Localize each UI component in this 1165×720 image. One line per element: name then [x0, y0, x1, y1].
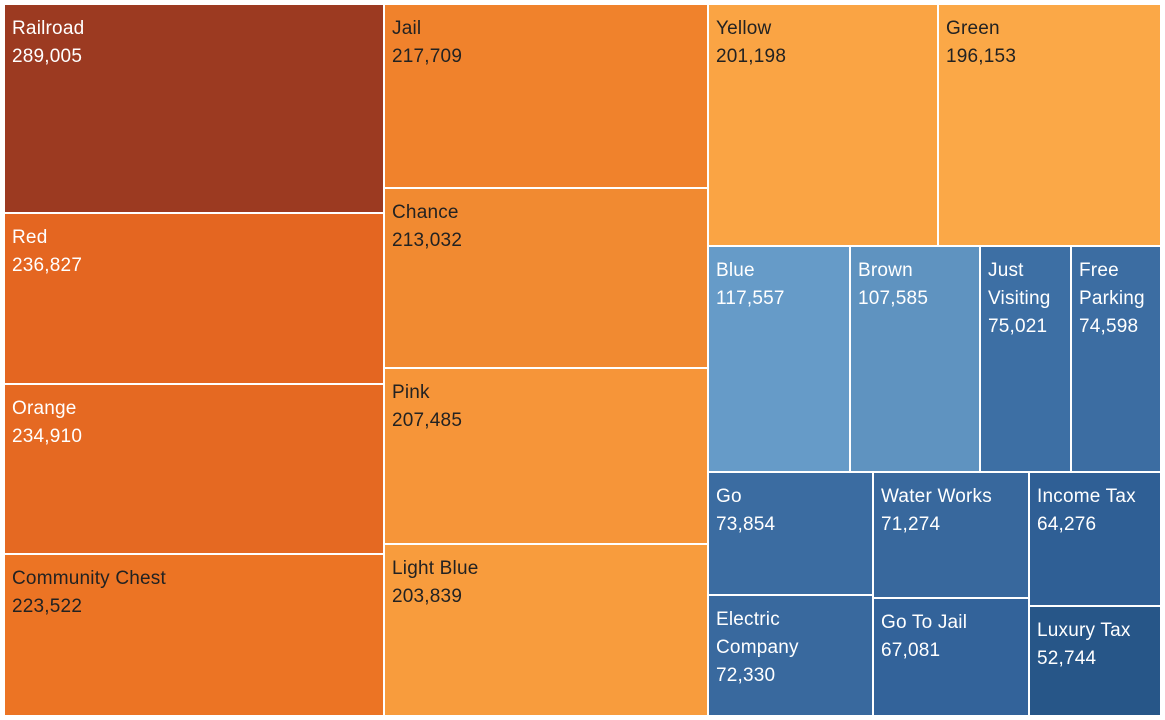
cell-value: 72,330 [716, 665, 776, 686]
cell-label: Pink [392, 382, 430, 403]
cell-label: Income Tax [1037, 486, 1136, 507]
treemap-cell-brown[interactable]: Brown 107,585 [850, 246, 980, 472]
cell-value: 201,198 [716, 46, 787, 67]
cell-value: 71,274 [881, 514, 941, 535]
treemap-cell-jail[interactable]: Jail 217,709 [384, 4, 708, 188]
cell-value: 74,598 [1079, 316, 1139, 337]
cell-value: 203,839 [392, 586, 463, 607]
cell-label: Blue [716, 260, 755, 281]
cell-label: Light Blue [392, 558, 479, 579]
cell-value: 207,485 [392, 410, 463, 431]
treemap-cell-railroad[interactable]: Railroad 289,005 [4, 4, 384, 213]
cell-value: 196,153 [946, 46, 1017, 67]
cell-value: 107,585 [858, 288, 929, 309]
cell-label: Go To Jail [881, 612, 968, 633]
cell-value: 52,744 [1037, 648, 1097, 669]
cell-label: Just Visiting [988, 260, 1051, 309]
treemap-cell-income-tax[interactable]: Income Tax 64,276 [1029, 472, 1161, 606]
cell-label: Brown [858, 260, 913, 281]
cell-label: Jail [392, 18, 422, 39]
cell-label: Water Works [881, 486, 992, 507]
cell-label: Community Chest [12, 568, 166, 589]
treemap-cell-light-blue[interactable]: Light Blue 203,839 [384, 544, 708, 716]
cell-label: Chance [392, 202, 459, 223]
cell-label: Free Parking [1079, 260, 1145, 309]
treemap-cell-go-to-jail[interactable]: Go To Jail 67,081 [873, 598, 1029, 716]
treemap-cell-pink[interactable]: Pink 207,485 [384, 368, 708, 544]
cell-value: 117,557 [716, 288, 785, 309]
cell-value: 213,032 [392, 230, 463, 251]
cell-value: 223,522 [12, 596, 83, 617]
cell-label: Go [716, 486, 742, 507]
cell-value: 64,276 [1037, 514, 1097, 535]
treemap-cell-orange[interactable]: Orange 234,910 [4, 384, 384, 554]
cell-label: Luxury Tax [1037, 620, 1131, 641]
treemap-cell-electric-company[interactable]: Electric Company 72,330 [708, 595, 873, 716]
cell-value: 234,910 [12, 426, 83, 447]
cell-value: 217,709 [392, 46, 463, 67]
treemap-cell-go[interactable]: Go 73,854 [708, 472, 873, 595]
treemap-cell-yellow[interactable]: Yellow 201,198 [708, 4, 938, 246]
cell-value: 73,854 [716, 514, 776, 535]
cell-value: 75,021 [988, 316, 1048, 337]
treemap-cell-red[interactable]: Red 236,827 [4, 213, 384, 384]
treemap-cell-blue[interactable]: Blue 117,557 [708, 246, 850, 472]
cell-label: Yellow [716, 18, 772, 39]
treemap-cell-green[interactable]: Green 196,153 [938, 4, 1161, 246]
treemap-cell-just-visiting[interactable]: Just Visiting 75,021 [980, 246, 1071, 472]
cell-label: Electric Company [716, 609, 799, 658]
cell-label: Railroad [12, 18, 85, 39]
cell-label: Green [946, 18, 1000, 39]
cell-label: Orange [12, 398, 77, 419]
cell-value: 67,081 [881, 640, 941, 661]
cell-value: 289,005 [12, 46, 83, 67]
treemap-cell-community-chest[interactable]: Community Chest 223,522 [4, 554, 384, 716]
treemap-cell-chance[interactable]: Chance 213,032 [384, 188, 708, 368]
treemap-cell-water-works[interactable]: Water Works 71,274 [873, 472, 1029, 598]
treemap-cell-luxury-tax[interactable]: Luxury Tax 52,744 [1029, 606, 1161, 716]
cell-label: Red [12, 227, 48, 248]
treemap-cell-free-parking[interactable]: Free Parking 74,598 [1071, 246, 1161, 472]
cell-value: 236,827 [12, 255, 83, 276]
